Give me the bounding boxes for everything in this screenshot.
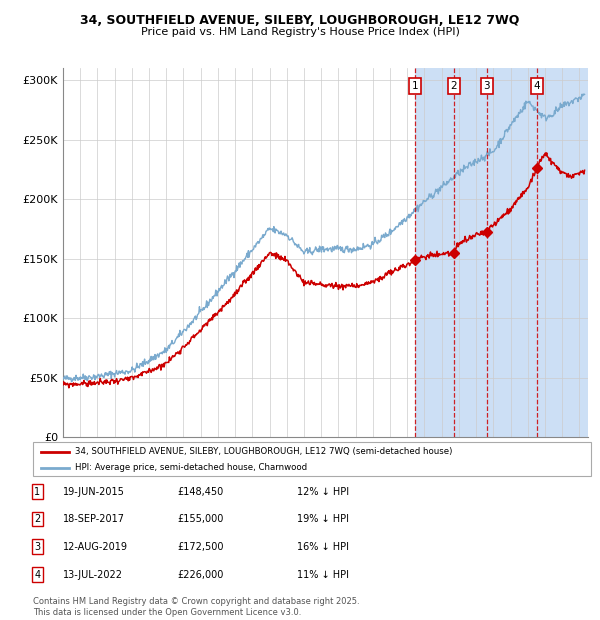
Text: 1: 1	[34, 487, 40, 497]
Bar	[415, 68, 454, 437]
Text: 4: 4	[533, 81, 540, 91]
Text: Price paid vs. HM Land Registry's House Price Index (HPI): Price paid vs. HM Land Registry's House …	[140, 27, 460, 37]
Text: 13-JUL-2022: 13-JUL-2022	[63, 570, 123, 580]
Text: 2: 2	[34, 514, 40, 524]
Text: £148,450: £148,450	[177, 487, 223, 497]
Text: 11% ↓ HPI: 11% ↓ HPI	[297, 570, 349, 580]
Text: 12-AUG-2019: 12-AUG-2019	[63, 542, 128, 552]
Text: 16% ↓ HPI: 16% ↓ HPI	[297, 542, 349, 552]
Text: 19-JUN-2015: 19-JUN-2015	[63, 487, 125, 497]
Text: 3: 3	[484, 81, 490, 91]
Text: 34, SOUTHFIELD AVENUE, SILEBY, LOUGHBOROUGH, LE12 7WQ (semi-detached house): 34, SOUTHFIELD AVENUE, SILEBY, LOUGHBORO…	[75, 447, 452, 456]
Text: Contains HM Land Registry data © Crown copyright and database right 2025.
This d: Contains HM Land Registry data © Crown c…	[33, 598, 359, 617]
Text: £172,500: £172,500	[177, 542, 223, 552]
FancyBboxPatch shape	[33, 442, 591, 476]
Text: 1: 1	[412, 81, 419, 91]
Text: 4: 4	[34, 570, 40, 580]
Text: £226,000: £226,000	[177, 570, 223, 580]
Text: 3: 3	[34, 542, 40, 552]
Text: HPI: Average price, semi-detached house, Charnwood: HPI: Average price, semi-detached house,…	[75, 463, 307, 472]
Bar	[487, 68, 537, 437]
Text: 34, SOUTHFIELD AVENUE, SILEBY, LOUGHBOROUGH, LE12 7WQ: 34, SOUTHFIELD AVENUE, SILEBY, LOUGHBORO…	[80, 14, 520, 27]
Text: 12% ↓ HPI: 12% ↓ HPI	[297, 487, 349, 497]
Bar	[537, 68, 588, 437]
Bar	[454, 68, 487, 437]
Text: 19% ↓ HPI: 19% ↓ HPI	[297, 514, 349, 524]
Text: 2: 2	[451, 81, 457, 91]
Text: £155,000: £155,000	[177, 514, 223, 524]
Text: 18-SEP-2017: 18-SEP-2017	[63, 514, 125, 524]
